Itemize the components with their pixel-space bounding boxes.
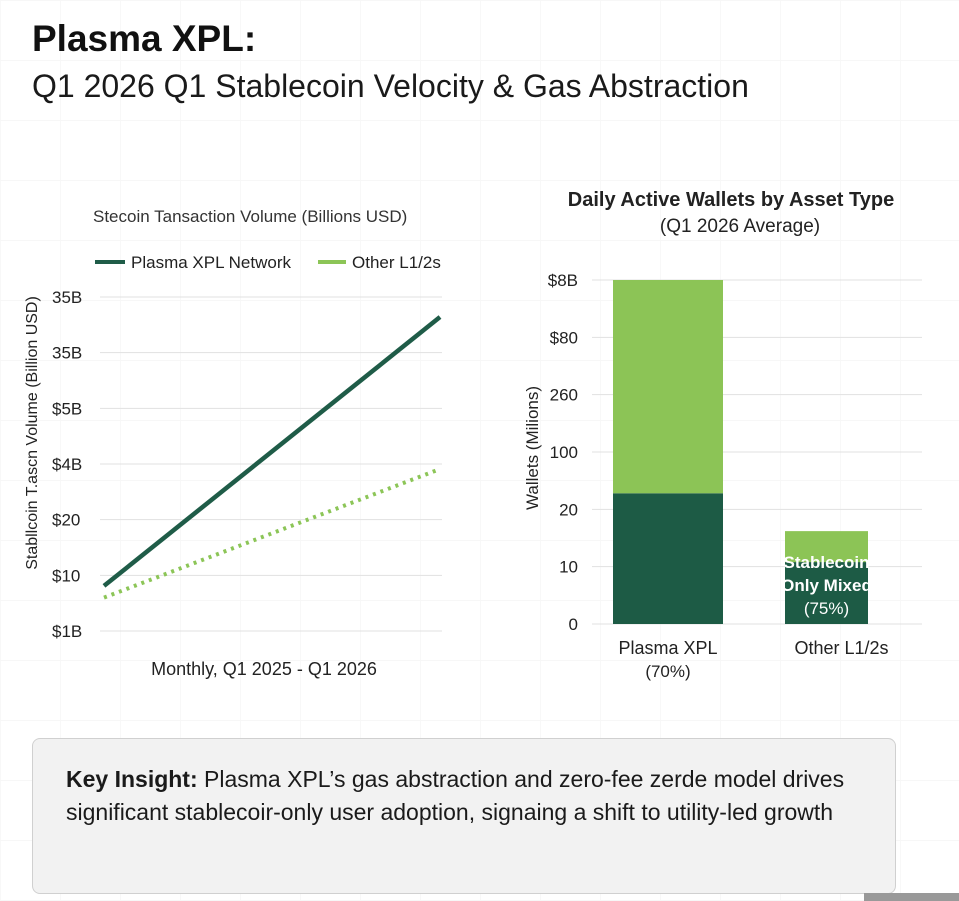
bar-y-tick-label: 10 — [559, 558, 578, 577]
bar-chart-annotations: Stablecoin Only Mixed (75%) — [781, 553, 872, 618]
bar-chart-title: Daily Active Wallets by Asset Type — [568, 189, 894, 211]
bar-y-tick-label: 0 — [569, 615, 578, 634]
line-chart-series — [102, 315, 442, 600]
bar-x-tick-label: Other L1/2s — [794, 638, 888, 658]
bar-y-tick-label: 100 — [550, 443, 578, 462]
bar-x-tick-label: Plasma XPL — [618, 638, 717, 658]
bar-y-tick-label: $8B — [548, 271, 578, 290]
bar-chart-bars — [613, 280, 868, 624]
bar-y-tick-label: 20 — [559, 500, 578, 519]
line-y-tick-label: 35B — [52, 288, 82, 307]
line-y-tick-label: $4B — [52, 455, 82, 474]
plasma-light-segment — [613, 280, 723, 494]
other-light-segment — [785, 531, 868, 563]
bar-chart-x-ticks: Plasma XPL (70%) Other L1/2s — [618, 638, 888, 681]
line-y-tick-label: 35B — [52, 344, 82, 363]
line-y-tick-label: $10 — [52, 566, 80, 585]
line-y-tick-label: $1B — [52, 622, 82, 641]
legend-label-plasma: Plasma XPL Network — [131, 253, 291, 272]
line-chart-x-axis-label: Monthly, Q1 2025 - Q1 2026 — [151, 659, 377, 679]
bar-chart-y-axis-label: Wallets (Milions) — [523, 386, 542, 510]
bar-annotation-label: Stablecoin — [784, 553, 870, 572]
bar-y-tick-label: $80 — [550, 328, 578, 347]
plasma-dark-segment — [613, 493, 723, 624]
line-y-tick-label: $20 — [52, 511, 80, 530]
bar-annotation-label: (75%) — [804, 599, 849, 618]
bar-annotation-label: Only Mixed — [781, 576, 872, 595]
bar-y-tick-label: 260 — [550, 386, 578, 405]
line-chart-y-ticks: 35B 35B $5B $4B $20 $10 $1B — [52, 288, 82, 641]
line-chart-title: Stecoin Tansaction Volume (Billions USD) — [93, 207, 407, 226]
line-y-tick-label: $5B — [52, 399, 82, 418]
legend-label-other: Other L1/2s — [352, 253, 441, 272]
key-insight-text: Plasma XPL’s gas abstraction and zero-fe… — [66, 766, 845, 826]
key-insight-box: Key Insight: Plasma XPL’s gas abstractio… — [32, 738, 896, 894]
page-title: Plasma XPL: — [32, 18, 257, 59]
corner-bar — [864, 893, 959, 901]
other-dark-segment — [785, 562, 868, 624]
line-chart-y-axis-label: Stabllcoin T.ascn Volume (Billion USD) — [24, 296, 41, 570]
bar-chart-subtitle: (Q1 2026 Average) — [660, 216, 820, 237]
bar-x-tick-sublabel: (70%) — [645, 662, 690, 681]
plasma-series-line — [102, 315, 442, 588]
key-insight-label: Key Insight: — [66, 766, 198, 792]
line-legend: Plasma XPL Network Other L1/2s — [95, 253, 441, 272]
page-subtitle: Q1 2026 Q1 Stablecoin Velocity & Gas Abs… — [32, 68, 749, 104]
